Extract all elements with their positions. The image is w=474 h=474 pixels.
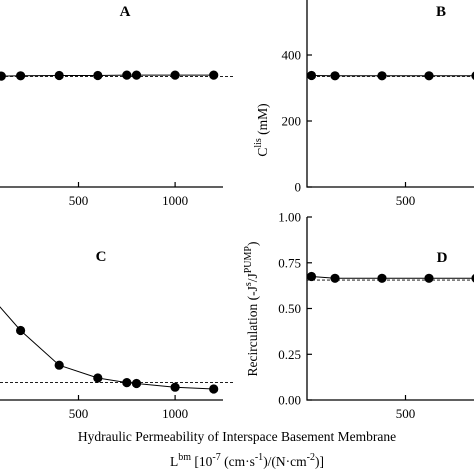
x-unit-rest-2: (cm·s [221,454,255,469]
panel-a-data-point [54,70,64,81]
panel-c-x-tick-label: 1000 [162,406,188,421]
panel-a-data-point [209,70,219,80]
panel-c-data-point [209,384,219,394]
panel-a-ticks-group: 500 1000 [69,182,188,208]
panel-b-series-group [306,70,474,81]
panel-d-label: D [437,250,448,266]
x-axis-units: Lbm [10-7 (cm·s-1)/(N·cm-2)] [170,452,324,469]
panel-b-label: B [436,4,446,20]
x-unit-symbol: L [170,454,178,469]
panel-d: 500 0.00 0.25 0.50 0.75 1.00 D Recirculation … [243,210,474,422]
panel-c-series-group [0,306,219,394]
panel-a-data-point [170,70,180,80]
panel-b-axes [306,0,474,188]
panel-b-data-point [424,71,434,81]
panel-c-ticks-group: 500 1000 [69,395,188,421]
panel-a-series-group [0,70,219,81]
panel-b-data-point [471,71,474,80]
panel-a-data-point [131,70,142,80]
panel-b-y-tick-label: 400 [282,48,302,63]
panel-b-x-tick-label: 500 [396,193,416,208]
panel-b-y-sup: lis [253,138,264,148]
panel-d-x-tick-label: 500 [396,406,416,421]
panel-d-y-mid: /J [245,273,260,282]
panel-d-data-point [377,273,387,283]
panel-c-data-point [131,378,142,389]
x-unit-exp-1: -7 [212,452,220,463]
panel-d-axes [306,217,474,401]
panel-c-data-point [170,382,180,392]
panel-d-data-point [471,274,474,283]
panel-b-data-point [377,71,387,81]
panel-a-x-tick-label: 1000 [162,193,188,208]
panel-a: 500 1000 A [0,4,233,208]
panel-c-label: C [96,249,107,265]
panel-d-y-tick-label: 0.75 [278,255,301,270]
panel-d-y-tick-label: 0.25 [278,347,301,362]
panel-b-y-tick-label: 200 [282,114,302,129]
panel-d-data-point [330,273,340,283]
panel-c-series-line [0,306,214,390]
panel-a-label: A [120,4,131,20]
panel-a-data-point [93,70,103,81]
panel-b-y-main: C [255,148,270,157]
x-unit-sup: bm [178,452,191,463]
panel-c-data-point [54,360,64,370]
x-unit-rest-4: )] [315,454,324,469]
panel-d-y-tick-label: 0.00 [278,393,301,408]
panel-a-data-point [0,71,6,81]
panel-b-data-point [306,70,317,81]
panel-a-series-line [1,74,214,77]
panel-d-y-end: ) [245,241,260,246]
panel-d-data-point [306,271,317,282]
panel-a-x-tick-label: 500 [69,193,89,208]
panel-d-ticks-group: 500 0.00 0.25 0.50 0.75 1.00 [278,210,415,422]
panel-d-data-point [424,273,434,283]
x-unit-exp-2: -1 [255,452,263,463]
panel-d-y-tick-label: 0.50 [278,301,301,316]
panel-b-data-point [330,71,340,81]
panel-d-y-main: Recirculation (-J [245,286,260,376]
panel-d-series-group [306,271,474,283]
panel-c-data-point [122,378,132,388]
panel-d-y-tick-label: 1.00 [278,210,301,225]
panel-b-y-axis-title: Clis (mM) [253,103,270,156]
panel-b-ticks-group: 500 0 200 400 [282,48,416,209]
panel-b-y-tick-label: 0 [295,180,302,195]
panel-c-x-tick-label: 500 [69,406,89,421]
panel-b-y-unit: (mM) [255,103,270,138]
panel-d-y-axis-title: Recirculation (-Js/JPUMP) [243,241,260,376]
x-unit-exp-3: -2 [307,452,315,463]
panel-c: 500 1000 C [0,249,233,421]
x-unit-rest-1: [10 [191,454,213,469]
panel-a-data-point [16,71,26,81]
panel-b: 500 0 200 400 B Clis (mM) [253,0,474,208]
panel-c-data-point [93,373,103,383]
panel-d-y-sup1: s [243,282,254,286]
panel-c-data-point [16,325,26,336]
x-unit-rest-3: )/(N·cm [263,454,307,469]
x-axis-title: Hydraulic Permeability of Interspace Bas… [78,429,396,444]
panel-a-data-point [122,70,132,80]
panel-d-y-sup2: PUMP [243,246,254,274]
